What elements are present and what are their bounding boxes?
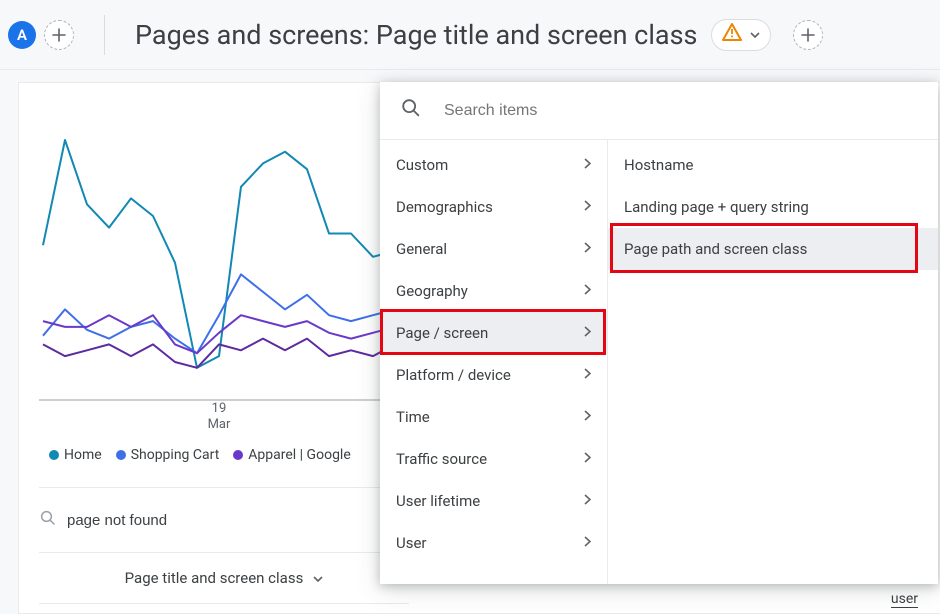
legend-item[interactable]: Apparel | Google bbox=[233, 447, 350, 463]
user-link[interactable]: user bbox=[891, 591, 918, 608]
category-item[interactable]: Page / screen bbox=[380, 312, 607, 354]
table-search-input[interactable] bbox=[67, 512, 409, 529]
legend-item[interactable]: Shopping Cart bbox=[116, 447, 220, 463]
legend-item[interactable]: Home bbox=[49, 447, 102, 463]
category-item[interactable]: User bbox=[380, 522, 607, 564]
category-label: Geography bbox=[396, 282, 468, 300]
divider bbox=[39, 487, 409, 488]
dimension-label: Page title and screen class bbox=[125, 569, 304, 587]
chevron-right-icon bbox=[584, 200, 591, 214]
category-label: Time bbox=[396, 408, 430, 426]
dimension-item[interactable]: Landing page + query string bbox=[608, 186, 938, 228]
divider bbox=[104, 15, 105, 55]
category-item[interactable]: Traffic source bbox=[380, 438, 607, 480]
category-label: User bbox=[396, 534, 427, 552]
dimension-item-label: Hostname bbox=[624, 156, 693, 174]
plus-icon bbox=[801, 28, 815, 42]
category-item[interactable]: Geography bbox=[380, 270, 607, 312]
x-axis-label: 19Mar bbox=[208, 401, 231, 432]
panel-search-row bbox=[380, 82, 938, 140]
category-item[interactable]: Platform / device bbox=[380, 354, 607, 396]
warning-icon bbox=[722, 23, 742, 46]
category-label: Platform / device bbox=[396, 366, 511, 384]
dimension-item-label: Page path and screen class bbox=[624, 240, 807, 258]
chevron-right-icon bbox=[584, 368, 591, 382]
dimension-picker-panel: Custom Demographics General Geography Page /… bbox=[380, 82, 938, 584]
chevron-right-icon bbox=[584, 326, 591, 340]
legend-swatch bbox=[233, 450, 243, 460]
panel-search-input[interactable] bbox=[444, 102, 918, 120]
item-column: Hostname Landing page + query string Page … bbox=[608, 140, 938, 584]
chevron-right-icon bbox=[584, 452, 591, 466]
category-label: General bbox=[396, 240, 447, 258]
legend-label: Shopping Cart bbox=[131, 447, 220, 463]
caret-down-icon bbox=[750, 28, 760, 41]
legend-swatch bbox=[116, 450, 126, 460]
plus-icon bbox=[52, 28, 66, 42]
category-column: Custom Demographics General Geography Page /… bbox=[380, 140, 608, 584]
dimension-selector[interactable]: Page title and screen class bbox=[39, 552, 409, 604]
category-label: Traffic source bbox=[396, 450, 487, 468]
dimension-item[interactable]: Hostname bbox=[608, 144, 938, 186]
category-item[interactable]: User lifetime bbox=[380, 480, 607, 522]
category-item[interactable]: General bbox=[380, 228, 607, 270]
warning-pill[interactable] bbox=[711, 19, 771, 51]
legend-label: Home bbox=[64, 447, 102, 463]
category-label: User lifetime bbox=[396, 492, 480, 510]
top-bar: A Pages and screens: Page title and scre… bbox=[0, 0, 940, 70]
caret-down-icon bbox=[313, 572, 323, 585]
chevron-right-icon bbox=[584, 536, 591, 550]
chevron-right-icon bbox=[584, 242, 591, 256]
table-search-row bbox=[39, 502, 409, 538]
category-item[interactable]: Custom bbox=[380, 144, 607, 186]
dimension-item-label: Landing page + query string bbox=[624, 198, 809, 216]
legend-swatch bbox=[49, 450, 59, 460]
legend-label: Apparel | Google bbox=[248, 447, 350, 463]
chevron-right-icon bbox=[584, 494, 591, 508]
chevron-right-icon bbox=[584, 158, 591, 172]
avatar[interactable]: A bbox=[8, 21, 36, 49]
add-filter-button[interactable] bbox=[793, 20, 823, 50]
line-chart: 19Mar2 bbox=[39, 101, 399, 401]
search-icon bbox=[400, 97, 422, 124]
category-label: Custom bbox=[396, 156, 448, 174]
category-label: Page / screen bbox=[396, 324, 488, 342]
panel-body: Custom Demographics General Geography Page /… bbox=[380, 140, 938, 584]
search-icon bbox=[39, 509, 57, 531]
dimension-item[interactable]: Page path and screen class bbox=[608, 228, 938, 270]
category-item[interactable]: Demographics bbox=[380, 186, 607, 228]
chevron-right-icon bbox=[584, 410, 591, 424]
add-comparison-button[interactable] bbox=[44, 20, 74, 50]
category-label: Demographics bbox=[396, 198, 493, 216]
category-item[interactable]: Time bbox=[380, 396, 607, 438]
chevron-right-icon bbox=[584, 284, 591, 298]
page-title: Pages and screens: Page title and screen… bbox=[135, 19, 697, 51]
